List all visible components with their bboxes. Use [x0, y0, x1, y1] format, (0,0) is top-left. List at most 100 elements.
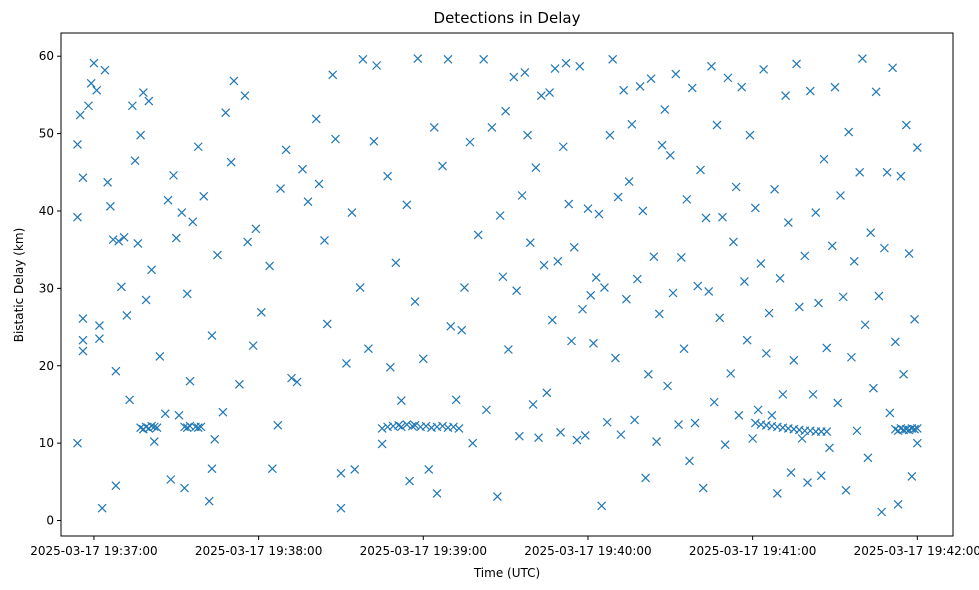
data-point-243 — [849, 256, 859, 266]
data-point-175 — [663, 381, 672, 391]
data-point-310 — [822, 427, 832, 436]
data-point-219 — [783, 218, 793, 228]
data-point-62 — [251, 224, 261, 234]
data-point-170 — [649, 252, 659, 262]
data-point-181 — [679, 344, 689, 354]
data-point-248 — [863, 453, 873, 463]
data-point-226 — [803, 478, 812, 488]
data-point-223 — [794, 302, 804, 312]
data-point-176 — [665, 150, 675, 160]
data-point-40 — [171, 233, 181, 243]
data-point-131 — [542, 388, 552, 398]
data-point-186 — [693, 281, 703, 291]
data-point-214 — [770, 184, 780, 194]
data-point-74 — [314, 179, 324, 189]
data-point-33 — [147, 265, 156, 275]
x-tick-label-0: 2025-03-17 19:37:00 — [30, 544, 157, 558]
data-point-126 — [528, 400, 538, 409]
data-point-19 — [111, 366, 121, 376]
data-point-79 — [336, 468, 346, 478]
data-point-286 — [402, 420, 412, 429]
data-point-280 — [196, 422, 206, 432]
data-point-23 — [119, 232, 129, 242]
data-point-4 — [78, 173, 88, 183]
data-point-29 — [136, 130, 146, 140]
data-point-51 — [207, 464, 217, 474]
data-point-216 — [775, 273, 785, 283]
data-point-93 — [396, 396, 406, 406]
data-point-66 — [273, 420, 283, 430]
data-point-272 — [147, 421, 156, 431]
data-point-249 — [866, 228, 876, 238]
data-point-102 — [438, 161, 447, 171]
data-point-6 — [78, 335, 88, 345]
data-point-211 — [761, 348, 771, 358]
data-point-50 — [207, 331, 217, 340]
data-point-201 — [734, 410, 744, 420]
data-point-12 — [95, 321, 104, 330]
data-point-231 — [816, 471, 826, 481]
data-point-88 — [372, 61, 382, 70]
data-point-60 — [243, 237, 253, 247]
data-point-281 — [377, 424, 387, 433]
data-point-7 — [78, 346, 88, 356]
data-point-105 — [451, 395, 461, 405]
data-point-273 — [149, 422, 159, 432]
data-point-145 — [580, 430, 590, 440]
data-point-55 — [221, 108, 231, 118]
data-point-57 — [229, 76, 239, 86]
data-point-114 — [492, 492, 502, 501]
data-point-132 — [545, 88, 554, 98]
data-point-69 — [287, 373, 296, 383]
data-point-172 — [654, 309, 664, 319]
x-tick-label-2: 2025-03-17 19:39:00 — [360, 544, 487, 558]
data-point-142 — [572, 435, 582, 445]
data-point-81 — [342, 359, 351, 368]
data-point-221 — [789, 355, 799, 365]
data-point-82 — [347, 208, 357, 217]
data-point-143 — [575, 61, 585, 71]
data-point-179 — [674, 420, 683, 429]
data-point-28 — [133, 239, 143, 248]
data-point-84 — [355, 283, 365, 293]
data-point-213 — [767, 410, 777, 420]
data-point-11 — [92, 85, 102, 95]
data-point-100 — [429, 122, 439, 132]
data-point-203 — [739, 276, 749, 286]
data-point-263 — [904, 249, 914, 258]
data-point-24 — [122, 311, 132, 320]
data-point-113 — [487, 122, 497, 132]
data-point-117 — [501, 106, 511, 116]
data-point-190 — [704, 287, 714, 296]
data-point-106 — [457, 325, 467, 335]
data-point-89 — [377, 439, 387, 449]
data-point-15 — [100, 65, 110, 75]
data-point-254 — [879, 243, 889, 253]
data-point-141 — [569, 242, 579, 252]
y-tick-label-6: 60 — [39, 49, 54, 63]
data-point-246 — [858, 54, 867, 63]
data-point-198 — [726, 369, 736, 378]
y-tick-label-0: 0 — [46, 514, 54, 528]
data-point-110 — [473, 230, 483, 240]
data-point-101 — [432, 489, 442, 498]
data-point-95 — [405, 476, 414, 486]
data-point-86 — [363, 344, 373, 354]
data-point-284 — [394, 420, 404, 430]
data-point-39 — [169, 170, 178, 180]
chart-title: Detections in Delay — [434, 9, 581, 27]
data-point-212 — [764, 308, 774, 318]
data-point-295 — [449, 422, 458, 432]
data-point-109 — [468, 438, 478, 448]
data-point-288 — [410, 420, 420, 430]
data-point-162 — [627, 119, 637, 129]
data-point-196 — [720, 440, 730, 450]
y-tick-label-5: 50 — [39, 127, 54, 141]
data-point-229 — [811, 208, 821, 217]
data-point-85 — [358, 54, 368, 64]
data-point-264 — [907, 471, 917, 481]
data-point-52 — [210, 434, 220, 444]
data-point-134 — [550, 64, 560, 74]
data-point-78 — [331, 134, 340, 144]
data-point-130 — [539, 260, 549, 270]
